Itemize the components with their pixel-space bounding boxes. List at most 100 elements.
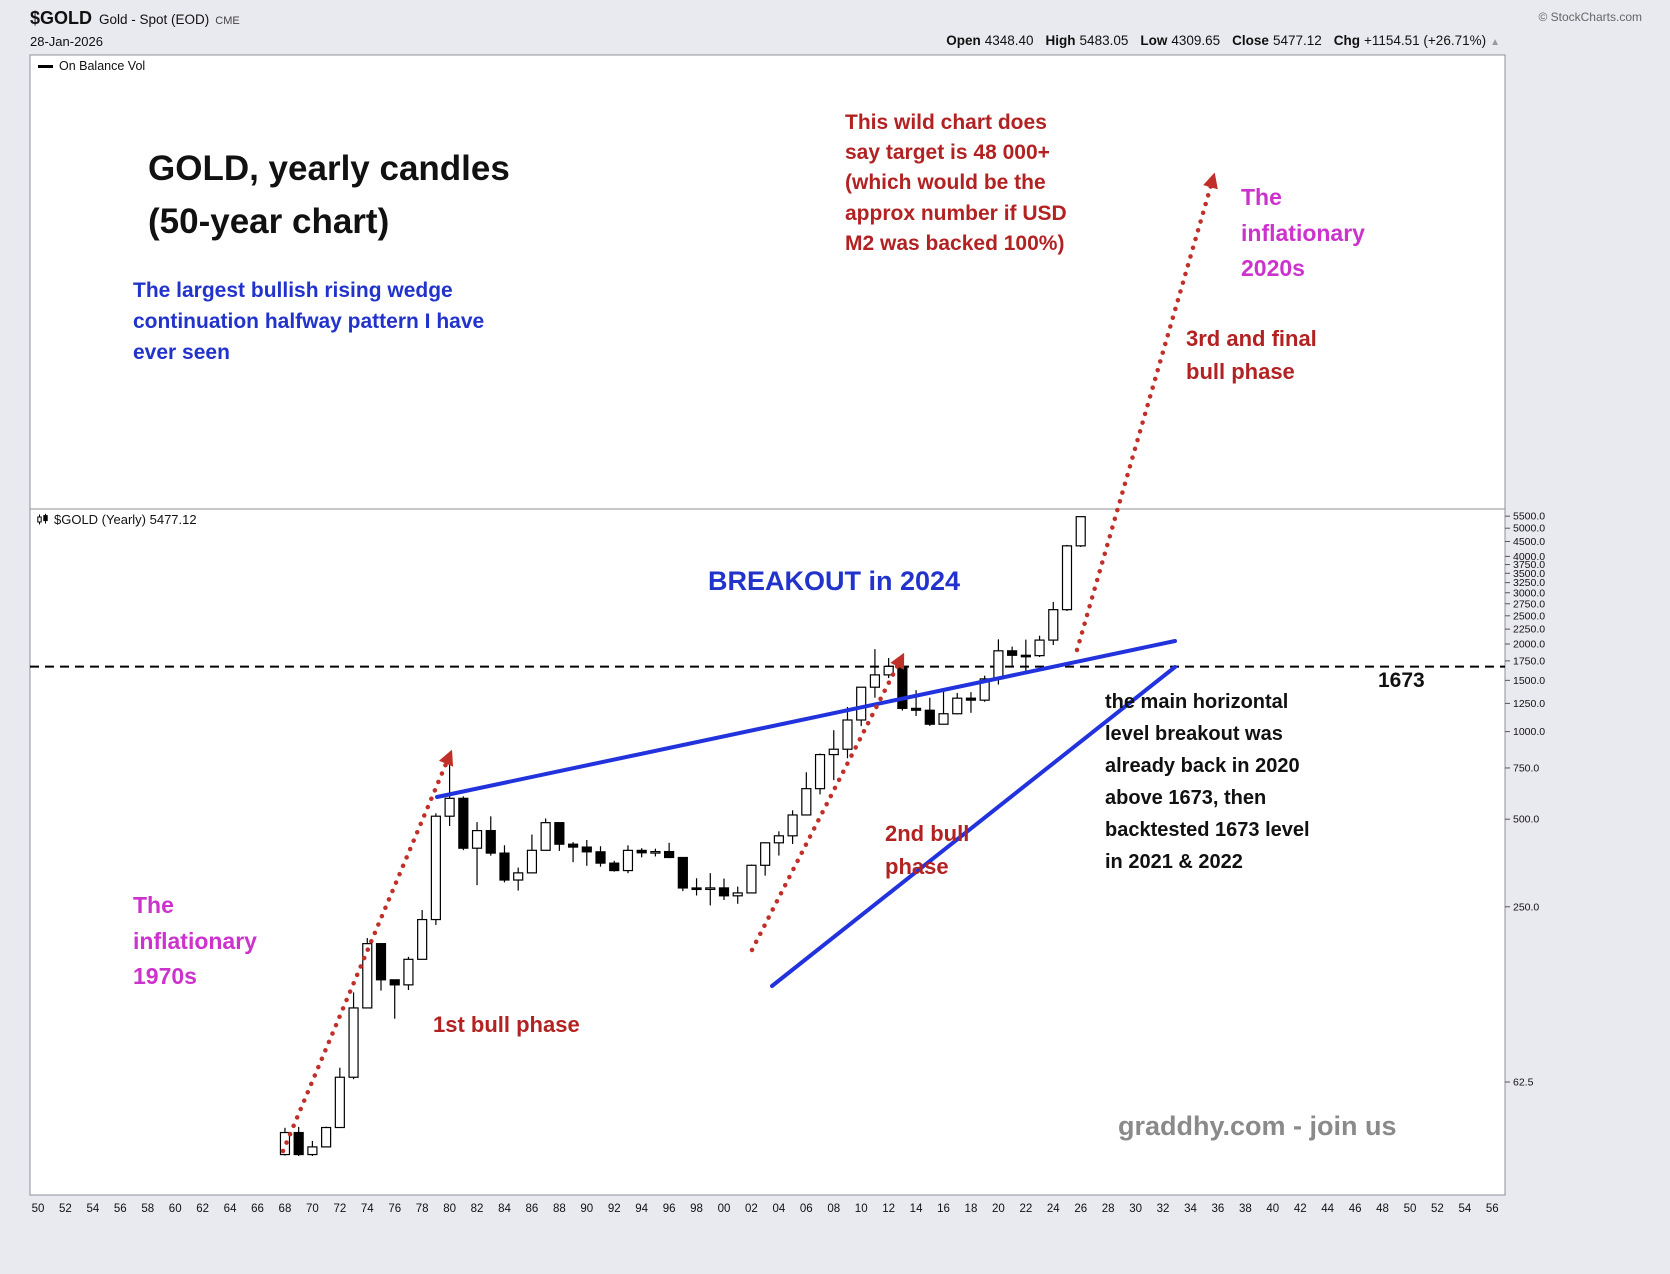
candle-2018 xyxy=(965,692,977,713)
x-axis-label: 92 xyxy=(608,1203,621,1215)
candle-1972 xyxy=(334,1067,345,1129)
candle-1993 xyxy=(622,845,634,874)
quote-chg-value: +1154.51 (+26.71%) xyxy=(1364,33,1487,48)
second-bull-phase-note: 2nd bull phase xyxy=(885,821,970,879)
y-axis-label: 2750.0 xyxy=(1513,598,1545,610)
x-axis-label: 22 xyxy=(1019,1203,1032,1215)
quote-low-value: 4309.65 xyxy=(1171,33,1221,48)
candle-2025 xyxy=(1061,544,1073,612)
candle-2007 xyxy=(814,753,826,795)
x-axis-label: 38 xyxy=(1239,1203,1252,1215)
x-axis-label: 08 xyxy=(827,1203,840,1215)
x-axis-label: 48 xyxy=(1376,1203,1389,1215)
x-axis-label: 70 xyxy=(306,1203,319,1215)
x-axis-label: 18 xyxy=(965,1203,978,1215)
y-axis-label: 5000.0 xyxy=(1513,523,1545,535)
x-axis-label: 36 xyxy=(1212,1203,1225,1215)
inflationary-2020s-note: The inflationary 2020s xyxy=(1241,184,1365,282)
candle-2003 xyxy=(760,842,771,876)
candle-2008 xyxy=(828,730,839,781)
y-axis-label: 3500.0 xyxy=(1513,568,1545,580)
chart-title-note: GOLD, yearly candles (50-year chart) xyxy=(148,149,510,241)
x-axis-label: 32 xyxy=(1157,1203,1170,1215)
quote-open-label: Open xyxy=(946,33,981,48)
y-axis-label: 1250.0 xyxy=(1513,698,1545,710)
candle-2000 xyxy=(718,878,730,901)
candle-1973 xyxy=(348,992,359,1080)
x-axis-label: 02 xyxy=(745,1203,758,1215)
y-axis-label: 3250.0 xyxy=(1513,577,1545,589)
x-axis-label: 64 xyxy=(224,1203,237,1215)
candle-1996 xyxy=(664,842,675,859)
third-bull-phase-note: 3rd and final bull phase xyxy=(1186,326,1317,384)
quote-low-label: Low xyxy=(1140,33,1168,48)
candle-2015 xyxy=(924,697,935,726)
candle-2021 xyxy=(1007,646,1018,667)
candle-1976 xyxy=(389,979,400,1019)
candle-1985 xyxy=(513,867,524,891)
candle-1995 xyxy=(650,848,661,857)
x-axis-label: 04 xyxy=(772,1203,785,1215)
x-axis-label: 54 xyxy=(86,1203,99,1215)
candle-1991 xyxy=(595,846,606,867)
x-axis-label: 58 xyxy=(141,1203,154,1215)
obv-legend: On Balance Vol xyxy=(38,59,145,73)
x-axis-label: 78 xyxy=(416,1203,429,1215)
y-axis-label: 750.0 xyxy=(1513,762,1539,774)
x-axis-label: 54 xyxy=(1458,1203,1471,1215)
x-axis-label: 52 xyxy=(1431,1203,1444,1215)
quote-high-label: High xyxy=(1045,33,1076,48)
candle-1969 xyxy=(293,1126,304,1157)
stockcharts-copyright: © StockCharts.com xyxy=(1538,10,1642,24)
x-axis-label: 76 xyxy=(388,1203,401,1215)
candle-1999 xyxy=(705,873,716,906)
wedge-upper-trendline xyxy=(435,639,1177,799)
x-axis-label: 88 xyxy=(553,1203,566,1215)
x-axis-label: 96 xyxy=(663,1203,676,1215)
x-axis-label: 10 xyxy=(855,1203,868,1215)
x-axis-label: 90 xyxy=(580,1203,593,1215)
y-axis-label: 4500.0 xyxy=(1513,536,1545,548)
x-axis-label: 56 xyxy=(114,1203,127,1215)
candle-1984 xyxy=(499,845,510,883)
candle-1979 xyxy=(430,813,441,925)
inflationary-1970s-note: The inflationary 1970s xyxy=(133,892,257,990)
quote-close-value: 5477.12 xyxy=(1272,33,1322,48)
candle-2016 xyxy=(938,691,949,725)
y-axis-label: 250.0 xyxy=(1513,901,1539,913)
x-axis-label: 52 xyxy=(59,1203,72,1215)
candle-1998 xyxy=(691,878,702,896)
y-axis-label: 2250.0 xyxy=(1513,624,1545,636)
candle-1986 xyxy=(526,834,538,874)
x-axis-label: 60 xyxy=(169,1203,182,1215)
candle-2012 xyxy=(883,658,894,679)
x-axis-label: 98 xyxy=(690,1203,703,1215)
x-axis-label: 94 xyxy=(635,1203,648,1215)
candle-1978 xyxy=(417,910,428,960)
candle-1971 xyxy=(321,1126,332,1148)
watermark-note: graddhy.com - join us xyxy=(1118,1111,1397,1141)
candle-1988 xyxy=(554,822,565,851)
change-up-arrow-icon: ▲ xyxy=(1490,37,1500,48)
y-axis-label: 3000.0 xyxy=(1513,587,1545,599)
x-axis-label: 30 xyxy=(1129,1203,1142,1215)
x-axis-label: 28 xyxy=(1102,1203,1115,1215)
lower-panel-label: $GOLD (Yearly) 5477.12 xyxy=(36,512,197,527)
obv-legend-label: On Balance Vol xyxy=(59,59,146,73)
candle-2005 xyxy=(787,810,798,844)
candle-2001 xyxy=(732,886,743,904)
x-axis-label: 66 xyxy=(251,1203,264,1215)
x-axis-label: 68 xyxy=(279,1203,292,1215)
candle-2013 xyxy=(897,664,908,711)
candle-2004 xyxy=(773,831,784,856)
candle-2009 xyxy=(842,706,853,759)
candle-1975 xyxy=(375,943,387,991)
candle-2002 xyxy=(746,864,757,894)
quote-high-value: 5483.05 xyxy=(1079,33,1129,48)
quote-close-label: Close xyxy=(1232,33,1269,48)
first-bull-phase-arrow xyxy=(280,749,454,1154)
chart-header: $GOLD Gold - Spot (EOD) CME xyxy=(30,8,240,29)
chart-date: 28-Jan-2026 xyxy=(30,34,103,49)
x-axis-label: 14 xyxy=(910,1203,923,1215)
